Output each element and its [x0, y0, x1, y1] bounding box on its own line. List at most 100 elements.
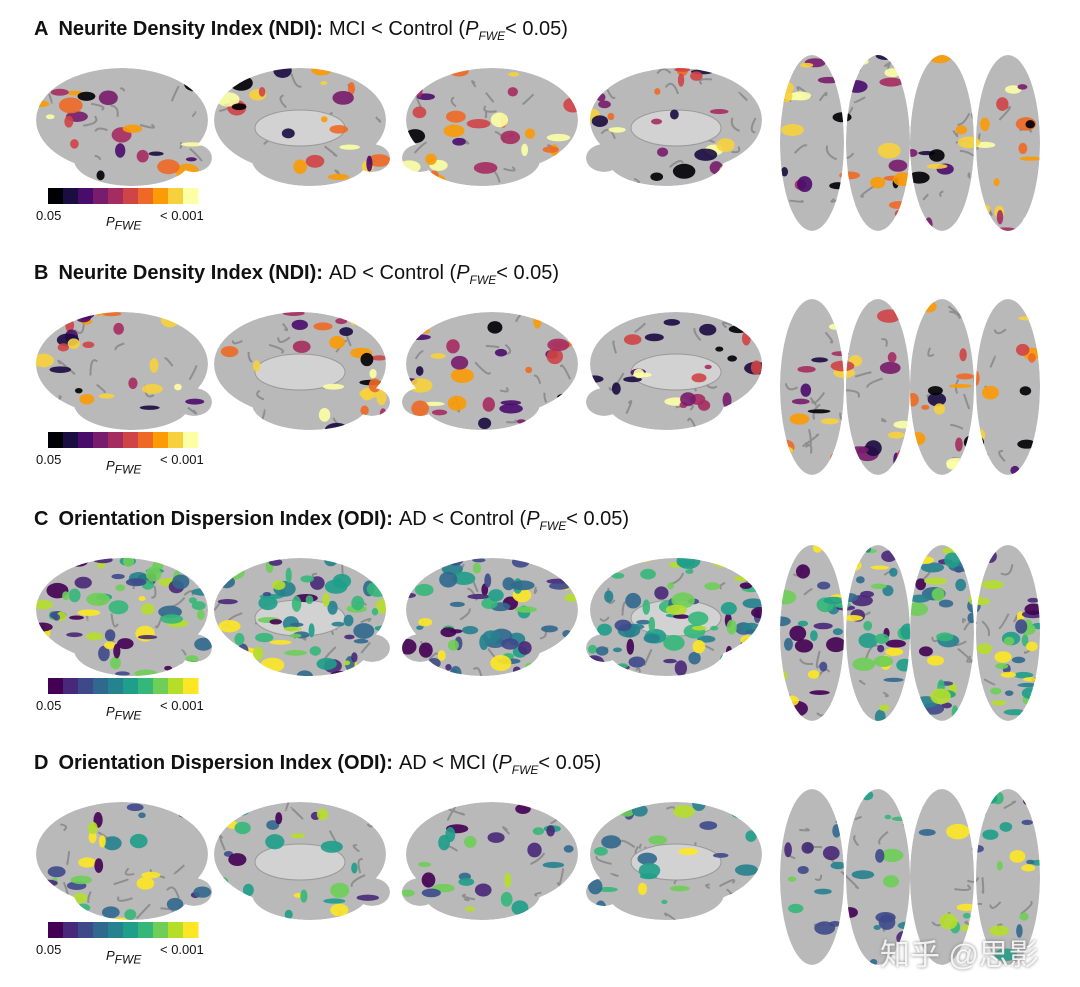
activation-blob [1000, 671, 1017, 678]
activation-blob [417, 861, 432, 868]
activation-blob [402, 160, 421, 174]
colorbar-step [108, 432, 124, 448]
activation-blob [991, 700, 1007, 706]
sulcus [352, 844, 360, 853]
activation-blob [42, 68, 60, 77]
activation-blob [1013, 671, 1034, 679]
sulcus [880, 417, 887, 423]
activation-blob [780, 589, 797, 605]
activation-blob [243, 558, 253, 562]
activation-blob [330, 903, 349, 917]
sulcus [521, 93, 535, 106]
threshold: < 0.05) [538, 752, 602, 774]
activation-blob [347, 82, 356, 95]
activation-blob [651, 118, 663, 125]
activation-blob [421, 173, 446, 186]
activation-blob [648, 616, 656, 632]
activation-blob [115, 584, 126, 592]
sulcus [878, 831, 889, 845]
activation-blob [631, 804, 648, 817]
activation-blob [214, 671, 219, 676]
sulcus [114, 342, 125, 351]
activation-blob [55, 654, 66, 669]
activation-blob [157, 159, 180, 175]
activation-blob [558, 647, 576, 660]
sulcus [48, 93, 53, 105]
activation-blob [789, 413, 810, 425]
sulcus [543, 392, 548, 403]
activation-blob [542, 861, 565, 869]
activation-blob [971, 558, 985, 568]
activation-blob [946, 457, 967, 469]
activation-blob [924, 217, 933, 231]
activation-blob [878, 914, 896, 930]
colorbar-step [93, 922, 109, 938]
brain [780, 55, 910, 231]
activation-blob [360, 352, 374, 367]
colorbar-step [183, 432, 199, 448]
sulcus [414, 350, 424, 360]
brain [36, 802, 212, 920]
activation-blob [214, 876, 229, 887]
activation-blob [1011, 656, 1026, 664]
activation-blob [687, 611, 709, 626]
activation-blob [549, 566, 558, 571]
activation-blob [625, 592, 642, 609]
corpus-callosum [254, 353, 346, 391]
activation-blob [252, 170, 260, 183]
sulcus [499, 386, 509, 393]
sulcus [139, 123, 155, 129]
activation-blob [98, 393, 115, 399]
activation-blob [856, 576, 865, 584]
activation-blob [888, 201, 909, 210]
cortex [74, 624, 190, 676]
activation-blob [657, 147, 669, 157]
activation-blob [418, 642, 433, 658]
activation-blob [343, 660, 351, 666]
activation-blob [41, 68, 59, 72]
activation-blob [946, 823, 970, 840]
activation-blob [817, 581, 831, 590]
activation-blob [449, 629, 463, 634]
sulcus [87, 891, 92, 904]
activation-blob [111, 573, 125, 580]
cortex [846, 299, 910, 475]
activation-blob [117, 638, 134, 650]
activation-blob [928, 55, 952, 64]
sulcus [978, 218, 989, 226]
activation-blob [780, 670, 788, 681]
sulcus [96, 383, 107, 394]
sulcus [375, 116, 382, 123]
activation-blob [967, 612, 976, 624]
activation-blob [900, 623, 910, 640]
brain-views [36, 789, 1040, 965]
activation-blob [884, 814, 892, 820]
activation-blob [601, 835, 622, 849]
cortex [586, 388, 622, 416]
activation-blob [187, 415, 212, 424]
sulcus [179, 417, 185, 429]
activation-blob [570, 632, 578, 648]
activation-blob [889, 567, 898, 577]
activation-blob [115, 143, 126, 158]
colorbar-step [48, 432, 64, 448]
p-subscript: FWE [469, 273, 497, 287]
activation-blob [79, 393, 95, 405]
activation-blob [53, 558, 75, 563]
corpus-callosum [254, 843, 346, 881]
activation-blob [955, 57, 972, 65]
activation-blob [322, 592, 330, 607]
activation-blob [691, 625, 707, 631]
activation-blob [917, 556, 935, 564]
activation-blob [418, 618, 433, 627]
activation-blob [844, 706, 865, 721]
activation-blob [563, 97, 578, 113]
activation-blob [926, 655, 945, 666]
activation-blob [218, 575, 235, 589]
activation-blob [541, 625, 558, 633]
sulcus [446, 804, 457, 821]
sulcus [853, 96, 866, 104]
activation-blob [910, 392, 919, 407]
sulcus [977, 681, 983, 686]
activation-blob [722, 802, 744, 806]
